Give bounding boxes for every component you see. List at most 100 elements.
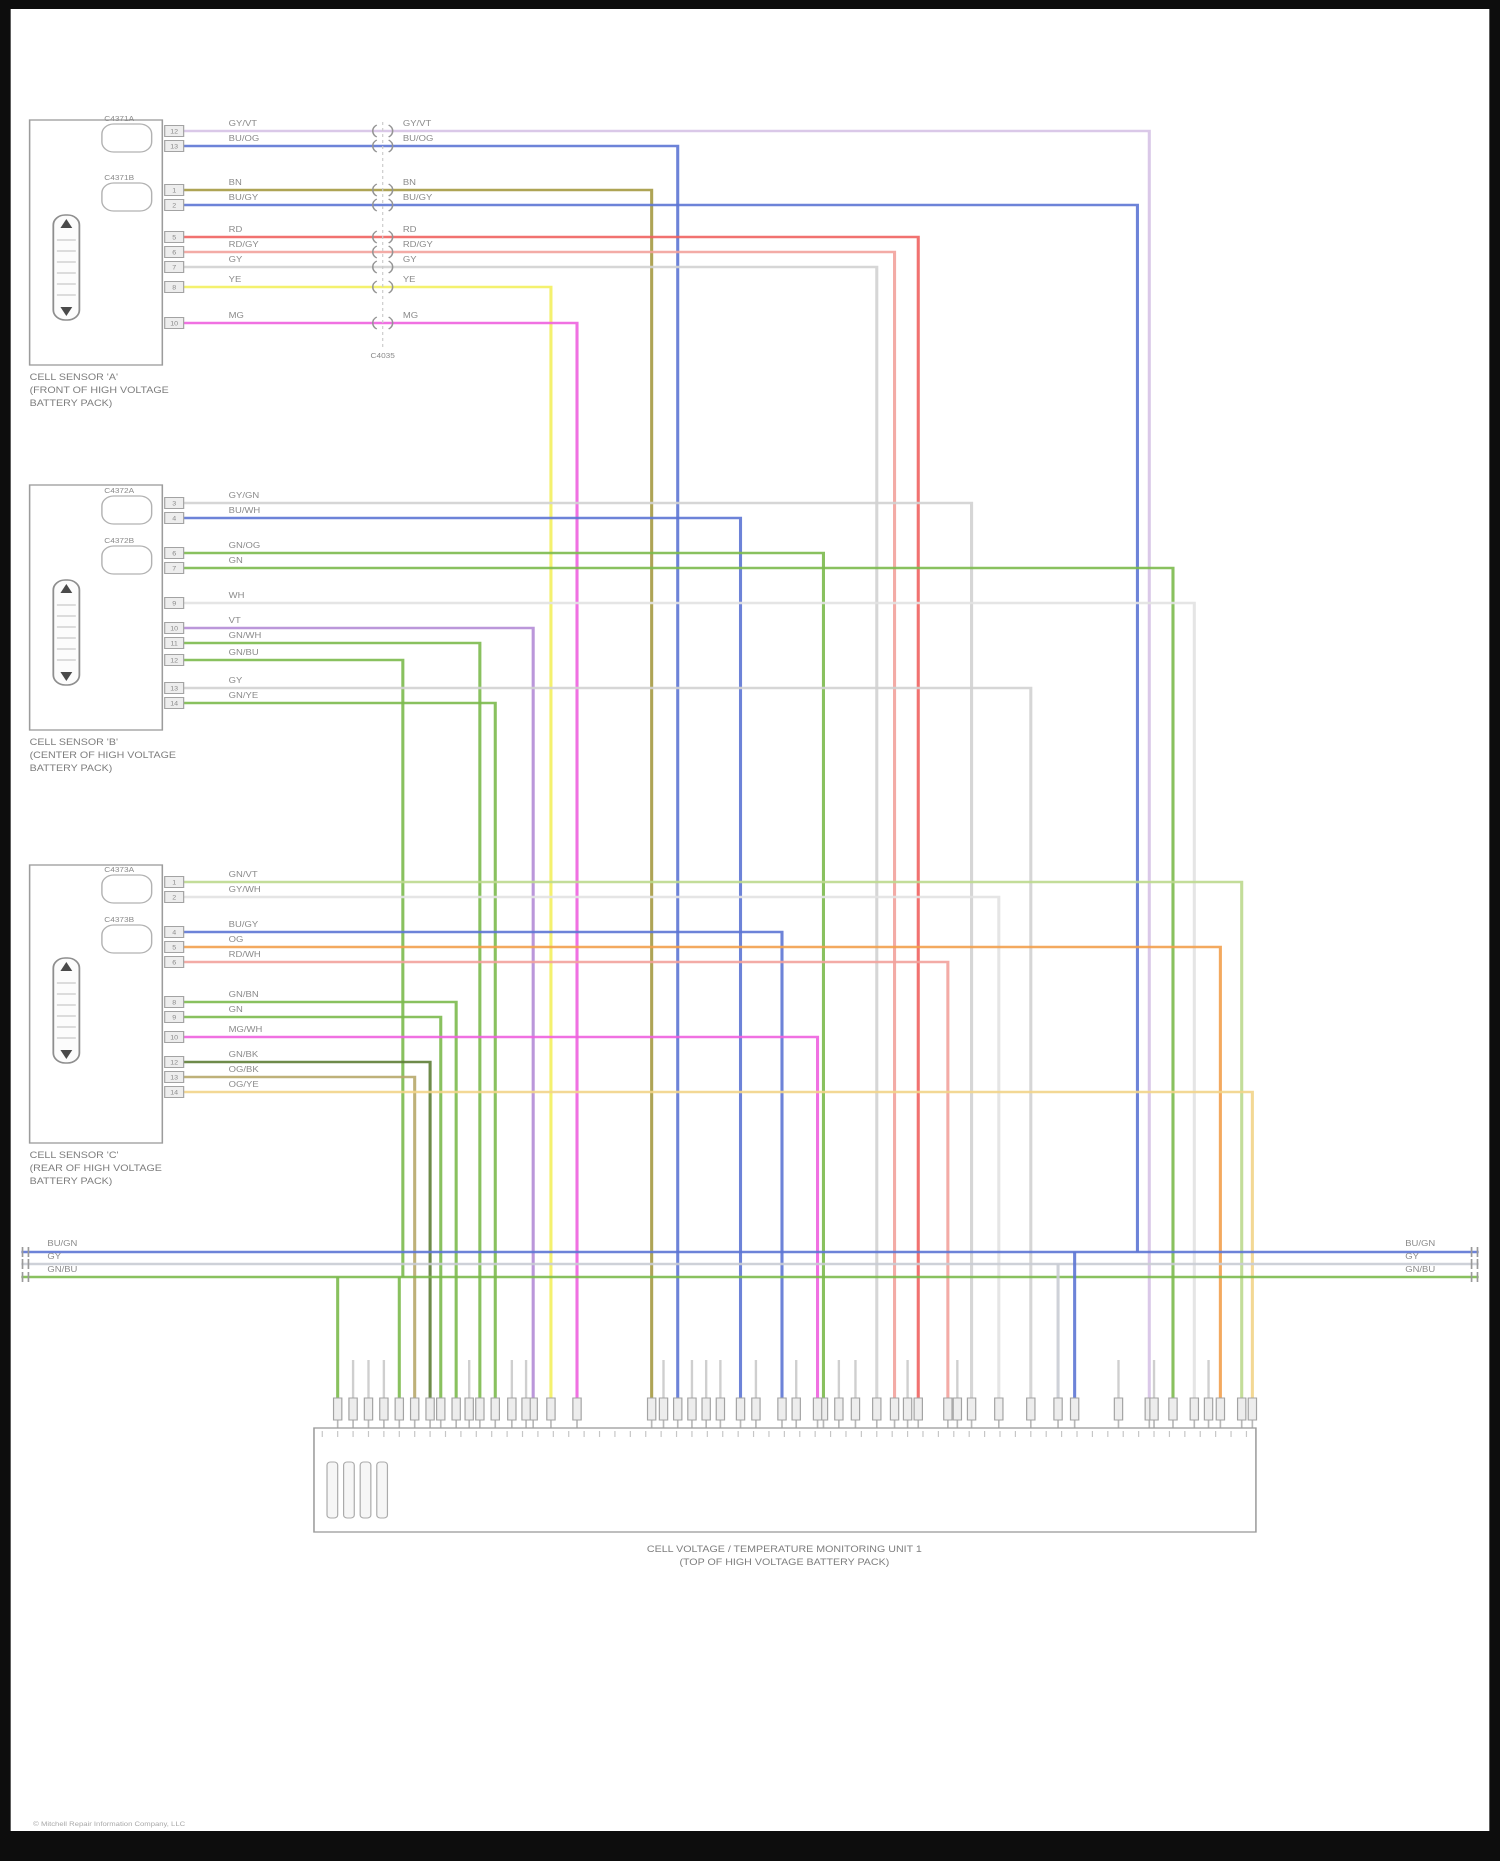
block-pin [164, 231, 185, 243]
module-pin [658, 1397, 669, 1421]
wire-color-label: RD [229, 225, 243, 234]
wire-color-label: MG [229, 311, 244, 320]
module-pin [464, 1397, 474, 1421]
module-pin [1069, 1397, 1080, 1421]
block-caption-line: (FRONT OF HIGH VOLTAGE [30, 386, 170, 396]
inline-connector-contact [372, 245, 378, 259]
module-pin [490, 1397, 500, 1421]
inline-connector-contact [372, 198, 378, 212]
pin-number: 13 [170, 1075, 178, 1081]
wire-color-label: GN [229, 1005, 243, 1014]
pigtail-connector [101, 545, 153, 575]
pin-number: 8 [172, 1000, 176, 1006]
module-pin [902, 1397, 913, 1421]
block-caption-line: BATTERY PACK) [30, 399, 113, 409]
module-pin [672, 1397, 683, 1421]
module-pin [363, 1397, 374, 1421]
block-caption-line: CELL SENSOR 'C' [30, 1151, 119, 1161]
module-pin [687, 1397, 697, 1421]
connector-symbol [52, 579, 81, 686]
wire-color-label: RD [403, 225, 417, 234]
wire-color-label: GN/VT [229, 870, 259, 879]
wire-gn-bn [183, 1000, 458, 1398]
wire-color-label: GY/VT [229, 119, 258, 128]
pin-number: 12 [170, 129, 178, 135]
module-pin [701, 1397, 711, 1421]
module-pin [1215, 1397, 1226, 1421]
block-caption-line: CELL SENSOR 'A' [30, 373, 118, 383]
module-pin [646, 1397, 657, 1421]
module-pin [332, 1397, 343, 1421]
wire-gy-vt [183, 129, 1151, 1398]
block-pin [164, 547, 185, 559]
pin-number: 10 [170, 321, 178, 327]
block-pin [164, 622, 185, 634]
module-pin [1026, 1397, 1036, 1421]
block-pin [164, 1086, 185, 1098]
wire-color-label: BU/GN [1405, 1239, 1435, 1248]
pin-number: 7 [172, 265, 176, 271]
sensor-block [28, 864, 164, 1144]
wire-color-label: GY [403, 255, 417, 264]
wire-color-label: GN/BK [229, 1050, 259, 1059]
wire-bu-gy [183, 930, 784, 1398]
module-pin [451, 1397, 461, 1421]
module-pin [409, 1397, 420, 1421]
block-pin [164, 1031, 185, 1043]
wire-rd-gy [183, 250, 897, 1398]
block-pin [164, 246, 185, 258]
bottom-module [313, 1427, 1257, 1533]
pin-number: 4 [172, 516, 176, 522]
module-inner-element [326, 1461, 339, 1519]
inline-connector-label: C4035 [371, 352, 395, 360]
inline-connector-contact [388, 183, 394, 197]
module-pin [812, 1397, 823, 1421]
wire-color-label: GY [229, 676, 243, 685]
block-pin [164, 637, 185, 649]
copyright-text: © Mitchell Repair Information Company, L… [33, 1821, 185, 1828]
block-pin [164, 184, 185, 196]
pin-number: 3 [172, 501, 176, 507]
wire-color-label: OG/YE [229, 1080, 259, 1089]
wire-color-label: BU/GY [229, 193, 259, 202]
wire-color-label: OG [229, 935, 244, 944]
block-pin [164, 512, 185, 524]
pin-number: 11 [170, 641, 178, 647]
wire-og [183, 945, 1222, 1398]
block-pin [164, 996, 185, 1008]
connector-arrow-up-icon [60, 219, 73, 228]
pin-number: 9 [172, 601, 176, 607]
pin-number: 14 [170, 1090, 178, 1096]
wire-vt [183, 626, 535, 1398]
inline-connector-contact [372, 183, 378, 197]
pigtail-connector [101, 123, 153, 153]
wire-color-label: GN/BU [229, 648, 259, 657]
wire-color-label: BU/GN [47, 1239, 77, 1248]
block-pin [164, 891, 185, 903]
module-pin [715, 1397, 726, 1421]
wire-color-label: MG/WH [229, 1025, 263, 1034]
block-pin [164, 261, 185, 273]
pin-number: 4 [172, 930, 176, 936]
block-caption-line: BATTERY PACK) [30, 1177, 113, 1187]
inline-connector-contact [388, 230, 394, 244]
inline-connector-contact [372, 230, 378, 244]
wire-color-label: BU/WH [229, 506, 261, 515]
wire-bn [183, 188, 654, 1398]
inline-connector-contact [388, 124, 394, 138]
sensor-block [28, 484, 164, 731]
wire-rd [183, 235, 920, 1398]
wire-color-label: GN [229, 556, 243, 565]
wire-color-label: GY [229, 255, 243, 264]
wire-color-label: RD/WH [229, 950, 261, 959]
wire-gn [183, 1015, 443, 1398]
pigtail-connector [101, 182, 153, 212]
module-inner-element [359, 1461, 372, 1519]
pin-number: 1 [172, 188, 176, 194]
connector-arrow-down-icon [60, 672, 73, 681]
pigtail-connector [101, 924, 153, 954]
module-pin [546, 1397, 556, 1421]
module-pin [889, 1397, 900, 1421]
wire-color-label: GN/OG [229, 541, 261, 550]
module-pin [1247, 1397, 1258, 1421]
